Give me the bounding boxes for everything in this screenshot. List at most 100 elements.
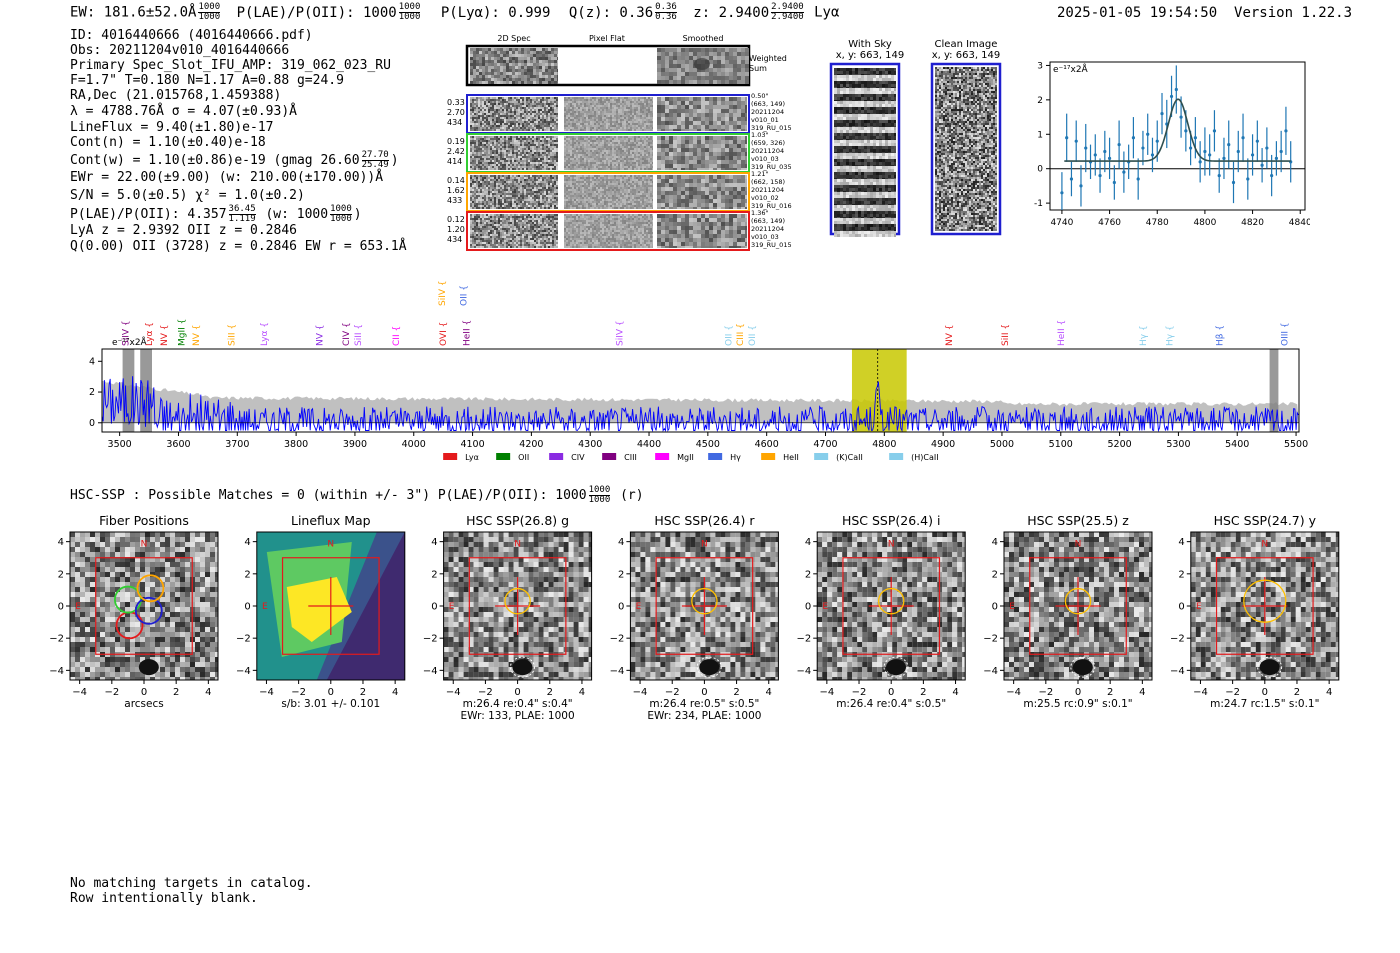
pixel <box>568 150 570 152</box>
pixel <box>634 103 636 105</box>
pixel <box>626 99 628 101</box>
pixel <box>578 138 580 140</box>
pixel <box>474 127 476 129</box>
pixel <box>526 138 528 140</box>
pixel <box>494 175 496 177</box>
pixel <box>510 146 512 148</box>
pixel <box>518 119 520 121</box>
pixel <box>498 183 500 185</box>
pixel <box>486 105 488 107</box>
pixel <box>548 75 551 78</box>
pixel <box>642 107 644 109</box>
pixel <box>506 127 508 129</box>
pixel <box>484 144 486 146</box>
pixel <box>657 80 661 84</box>
pixel <box>693 144 697 148</box>
pixel <box>606 146 608 148</box>
pixel <box>526 181 528 183</box>
pixel <box>496 101 498 103</box>
pixel <box>498 164 500 166</box>
pixel <box>552 103 554 105</box>
pixel <box>516 152 518 154</box>
pixel <box>534 201 536 203</box>
pixel <box>482 156 484 158</box>
pixel <box>497 48 500 51</box>
pixel <box>478 185 480 187</box>
pixel <box>564 136 566 138</box>
pixel <box>546 197 548 199</box>
pixel <box>490 185 492 187</box>
pixel <box>725 97 729 101</box>
pixel <box>491 72 494 75</box>
pixel <box>614 175 616 177</box>
pixel <box>488 162 490 164</box>
pixel <box>514 207 516 209</box>
pixel <box>628 144 630 146</box>
pixel <box>538 105 540 107</box>
pixel <box>594 111 596 113</box>
pixel <box>644 107 646 109</box>
pixel <box>526 127 528 129</box>
pixel <box>542 164 544 166</box>
pixel <box>542 191 544 193</box>
pixel <box>624 162 626 164</box>
pixel <box>482 144 484 146</box>
pixel <box>721 129 725 131</box>
pixel <box>554 158 556 160</box>
pixel <box>500 195 502 197</box>
pixel <box>602 148 604 150</box>
pixel <box>474 166 476 168</box>
pixel <box>616 113 618 115</box>
pixel <box>622 127 624 129</box>
pixel <box>652 115 653 117</box>
pixel <box>578 177 580 179</box>
pixel <box>518 179 520 181</box>
pixel <box>572 123 574 125</box>
pixel <box>693 121 697 125</box>
pixel <box>600 160 602 162</box>
pixel <box>496 205 498 207</box>
pixel <box>470 168 472 170</box>
pixel <box>522 162 524 164</box>
pixel <box>506 138 508 140</box>
pixel <box>572 115 574 117</box>
pixel <box>515 63 518 66</box>
pixel <box>492 179 494 181</box>
pixel <box>618 152 620 154</box>
pixel <box>545 66 548 69</box>
pixel <box>745 152 747 156</box>
pixel <box>693 109 697 113</box>
pixel <box>634 129 636 131</box>
pixel <box>689 68 693 72</box>
pixel <box>532 191 534 193</box>
pixel <box>721 68 725 72</box>
pixel <box>578 179 580 181</box>
pixel <box>578 125 580 127</box>
pixel <box>669 101 673 105</box>
pixel <box>652 99 653 101</box>
pixel <box>524 57 527 60</box>
pixel <box>486 179 488 181</box>
pixel <box>709 97 713 101</box>
pixel <box>556 129 558 131</box>
pixel <box>482 109 484 111</box>
pixel <box>604 115 606 117</box>
pixel <box>504 150 506 152</box>
pixel <box>552 203 554 205</box>
pixel <box>534 103 536 105</box>
pixel <box>532 164 534 166</box>
pixel <box>546 125 548 127</box>
pixel <box>622 115 624 117</box>
pixel <box>480 103 482 105</box>
pixel <box>514 160 516 162</box>
pixel <box>514 105 516 107</box>
pixel <box>524 162 526 164</box>
pixel <box>488 99 490 101</box>
pixel <box>492 109 494 111</box>
pixel <box>550 191 552 193</box>
pixel <box>592 148 594 150</box>
pixel <box>693 117 697 121</box>
pixel <box>648 154 650 156</box>
pixel <box>550 97 552 99</box>
pixel <box>538 185 540 187</box>
